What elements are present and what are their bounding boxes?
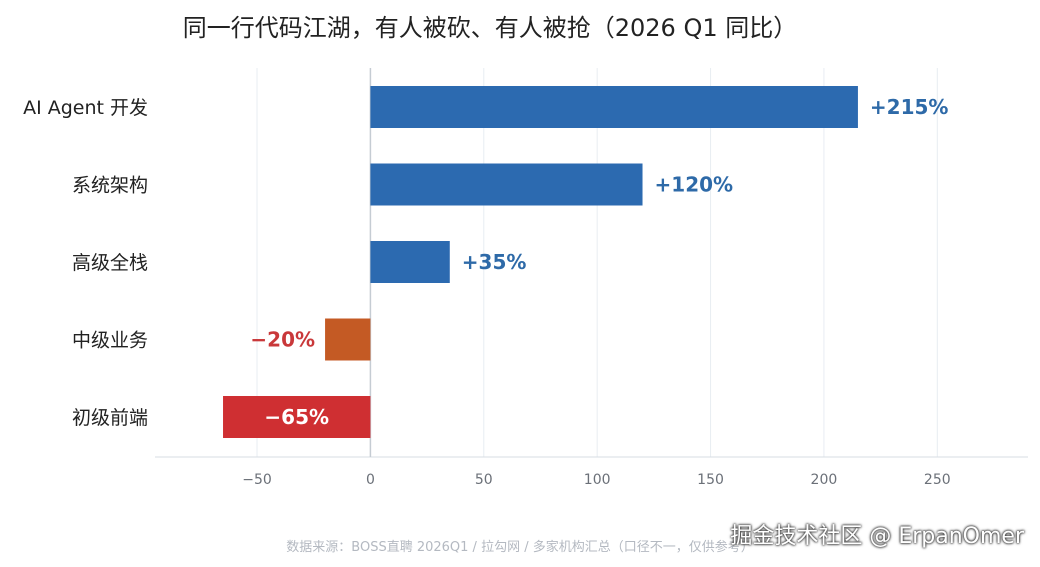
category-label: 高级全栈 xyxy=(72,252,148,274)
category-label: 系统架构 xyxy=(72,175,148,197)
x-tick-label: 0 xyxy=(366,472,375,488)
bars xyxy=(223,86,858,438)
category-label: 中级业务 xyxy=(72,330,148,352)
x-tick-label: 150 xyxy=(697,472,724,488)
data-labels: +215% +120% +35% −20% −65% xyxy=(250,95,948,429)
x-tick-label: 50 xyxy=(475,472,493,488)
x-tick-label: 250 xyxy=(924,472,951,488)
bar-1 xyxy=(370,163,643,206)
source-note: 数据来源：BOSS直聘 2026Q1 / 拉勾网 / 多家机构汇总（口径不一，仅… xyxy=(286,540,754,555)
x-tick-labels: −50 0 50 100 150 200 250 xyxy=(242,472,950,488)
category-label: 初级前端 xyxy=(72,407,148,429)
data-label: −20% xyxy=(250,328,315,352)
chart-title: 同一行代码江湖，有人被砍、有人被抢（2026 Q1 同比） xyxy=(182,14,798,42)
bar-0 xyxy=(370,86,858,128)
bar-4 xyxy=(223,396,371,438)
data-label: +120% xyxy=(655,173,734,197)
x-tick-label: 200 xyxy=(811,472,838,488)
data-label: +215% xyxy=(870,95,949,119)
watermark: 掘金技术社区 @ ErpanOmer xyxy=(730,524,1024,549)
x-tick-label: 100 xyxy=(584,472,611,488)
gridlines xyxy=(155,68,1028,458)
bar-3 xyxy=(325,318,371,361)
category-label: AI Agent 开发 xyxy=(23,97,148,119)
data-label: −65% xyxy=(264,405,329,429)
bar-2 xyxy=(370,241,450,283)
data-label: +35% xyxy=(462,250,527,274)
x-tick-label: −50 xyxy=(242,472,272,488)
